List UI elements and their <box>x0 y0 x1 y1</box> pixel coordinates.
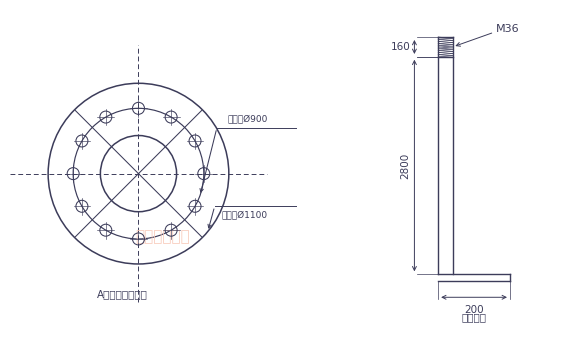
Text: 2800: 2800 <box>400 153 410 179</box>
Text: 安装距Ø900: 安装距Ø900 <box>228 115 268 124</box>
Text: 法兰盘Ø1100: 法兰盘Ø1100 <box>221 211 268 220</box>
Text: 160: 160 <box>391 42 411 52</box>
Text: A、法兰盘示意图: A、法兰盘示意图 <box>97 289 148 299</box>
Text: 地脚螺栓: 地脚螺栓 <box>462 312 487 322</box>
Text: M36: M36 <box>495 24 519 34</box>
Text: 200: 200 <box>464 305 484 315</box>
Text: 东茎七度照明: 东茎七度照明 <box>135 229 190 244</box>
